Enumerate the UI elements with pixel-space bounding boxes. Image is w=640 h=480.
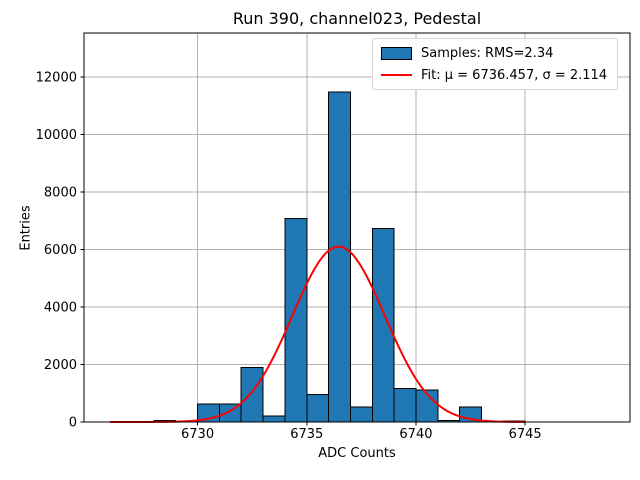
histogram-bar [240, 366, 264, 423]
y-tick-label: 6000 [44, 243, 77, 258]
x-axis-label: ADC Counts [318, 446, 396, 461]
legend-samples-label: Samples: RMS=2.34 [421, 45, 554, 61]
histogram-bar [393, 388, 417, 423]
y-tick-label: 10000 [36, 128, 77, 143]
legend: Samples: RMS=2.34 Fit: μ = 6736.457, σ =… [372, 38, 619, 90]
samples-patch-icon [381, 46, 412, 60]
histogram-bar [328, 91, 351, 423]
fit-line-icon [381, 74, 412, 76]
histogram-bar [306, 394, 330, 423]
histogram-bar [284, 217, 308, 423]
y-tick-label: 2000 [44, 358, 77, 373]
y-tick-label: 8000 [44, 185, 77, 200]
chart-title: Run 390, channel023, Pedestal [232, 9, 482, 28]
histogram-bar [371, 228, 395, 423]
x-tick-label: 6730 [181, 427, 214, 442]
x-tick-label: 6740 [399, 427, 432, 442]
x-tick-label: 6735 [290, 427, 323, 442]
legend-item-fit: Fit: μ = 6736.457, σ = 2.114 [381, 66, 607, 84]
histogram-bar [262, 415, 286, 423]
y-tick-label: 12000 [36, 70, 77, 85]
y-axis-label: Entries [18, 205, 34, 251]
plot-border [83, 32, 631, 423]
x-tick-label: 6745 [509, 427, 542, 442]
y-tick-label: 0 [69, 416, 77, 431]
y-tick-label: 4000 [44, 300, 77, 315]
legend-fit-label: Fit: μ = 6736.457, σ = 2.114 [421, 67, 608, 83]
histogram-bar [349, 406, 373, 423]
legend-item-samples: Samples: RMS=2.34 [381, 44, 607, 62]
